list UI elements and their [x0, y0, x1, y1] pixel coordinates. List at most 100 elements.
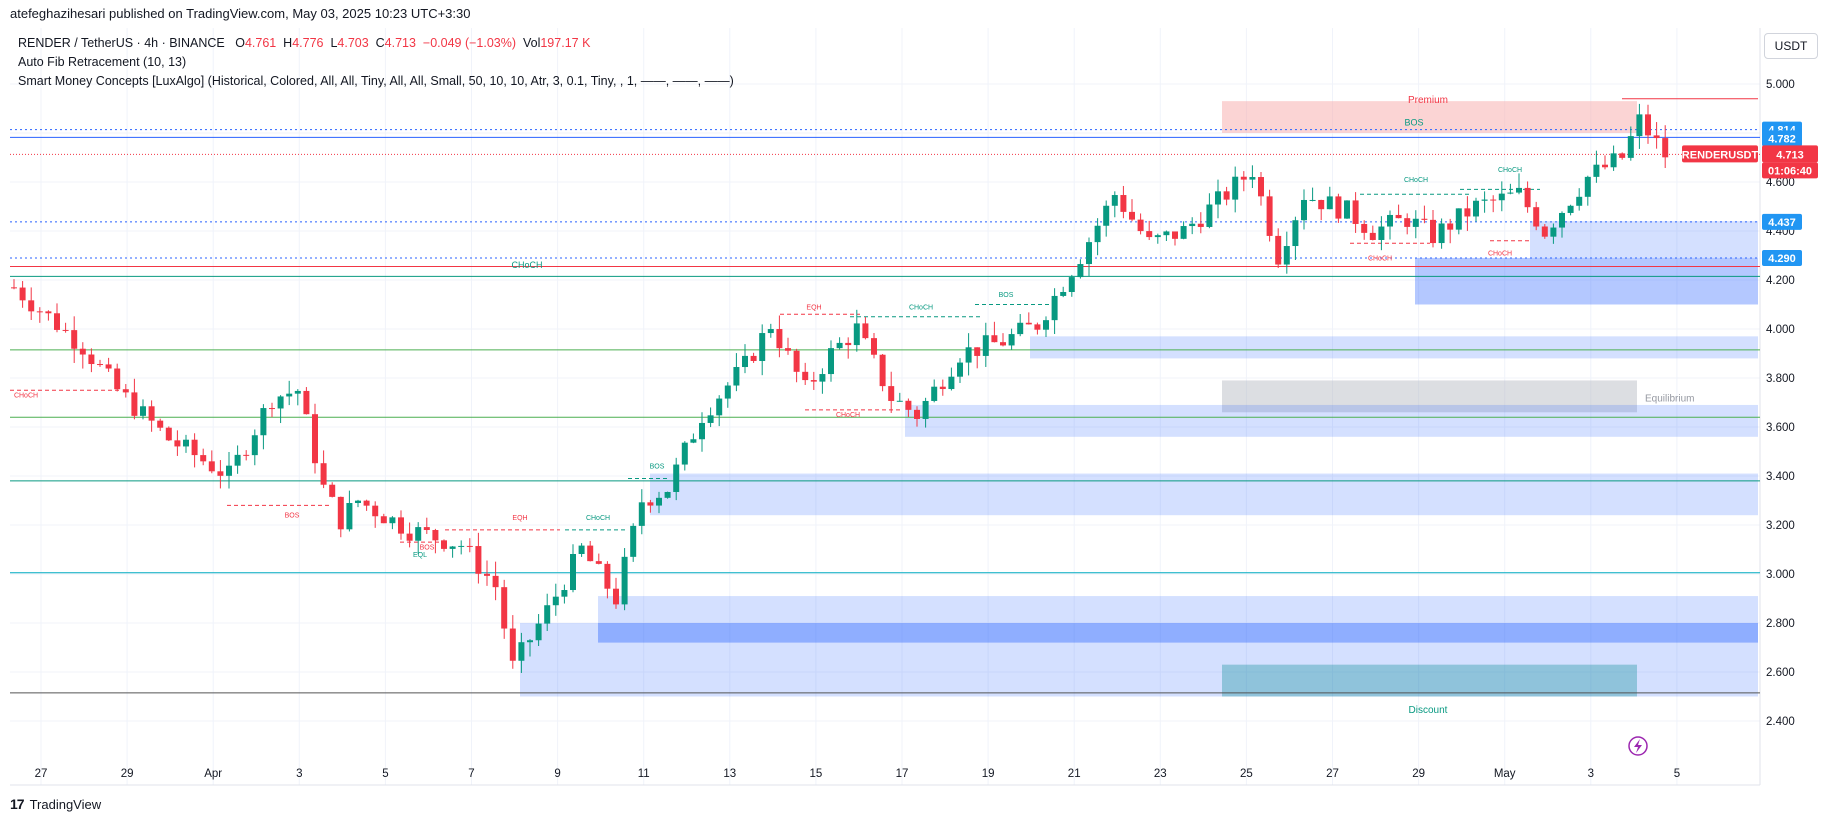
structure-label: BOS — [650, 464, 665, 471]
candle — [1619, 152, 1626, 160]
structure-label: CHoCH — [586, 515, 610, 522]
candle-body — [509, 628, 516, 661]
candle — [750, 352, 757, 363]
candle — [1430, 209, 1436, 248]
candle-body — [337, 496, 344, 530]
candle-body — [690, 439, 697, 443]
candle-body — [1550, 227, 1557, 237]
candle — [1172, 231, 1178, 246]
candle — [71, 316, 78, 363]
candle — [1490, 195, 1497, 213]
candle — [45, 310, 52, 321]
candle-body — [578, 545, 585, 554]
indicator-fib[interactable]: Auto Fib Retracement (10, 13) — [18, 55, 187, 69]
candle — [398, 510, 404, 540]
candle — [1094, 218, 1101, 256]
candle — [492, 561, 499, 601]
candle — [217, 460, 224, 489]
candle — [1008, 328, 1015, 350]
candle-body — [1455, 208, 1462, 230]
candle — [62, 322, 69, 333]
price-tick-label: 3.400 — [1766, 471, 1795, 483]
time-tick-label: 29 — [1412, 768, 1425, 780]
candle-body — [1309, 199, 1316, 201]
time-tick-label: 3 — [296, 768, 302, 780]
candle — [1438, 218, 1445, 249]
lightning-icon[interactable] — [1628, 736, 1648, 756]
candle-body — [1043, 320, 1049, 330]
candle — [664, 491, 671, 499]
candle-body — [1326, 196, 1333, 210]
structure-label: CHoCH — [836, 412, 860, 419]
candle-body — [905, 400, 912, 410]
candle-body — [1412, 218, 1419, 227]
candle — [36, 307, 43, 323]
structure-label: CHoCH — [511, 260, 542, 270]
candle-body — [570, 553, 576, 591]
candle-body — [1258, 177, 1264, 197]
candle — [1344, 200, 1350, 219]
candle — [1516, 173, 1522, 195]
candle-body — [1584, 176, 1591, 197]
candle-body — [828, 348, 834, 375]
candle-body — [819, 374, 826, 382]
ohlc-high: 4.776 — [292, 36, 324, 50]
candle-body — [277, 396, 284, 409]
candle — [329, 482, 336, 498]
candle-body — [982, 335, 989, 356]
currency-button[interactable]: USDT — [1764, 33, 1818, 59]
candle — [638, 489, 645, 535]
candle-body — [922, 400, 929, 419]
price-tick-label: 3.600 — [1766, 422, 1795, 434]
candle-body — [1473, 200, 1479, 217]
premium-zone — [1222, 101, 1637, 133]
candle — [458, 540, 465, 555]
candle — [810, 371, 817, 390]
candle — [845, 337, 852, 359]
candle-body — [1068, 277, 1075, 292]
ohlc-open: 4.761 — [244, 36, 277, 50]
candle-body — [1129, 211, 1135, 220]
candle — [97, 359, 103, 367]
candle-body — [501, 587, 508, 629]
candle-body — [1490, 199, 1497, 201]
order-block-3 — [1030, 336, 1758, 359]
candle-body — [879, 354, 886, 387]
candle-body — [604, 563, 611, 589]
candle — [552, 583, 559, 616]
candle — [604, 561, 611, 599]
order-block-2 — [1415, 257, 1758, 305]
candle — [234, 445, 241, 474]
candle — [1524, 181, 1531, 213]
candle — [1593, 150, 1600, 183]
candle-body — [45, 311, 52, 314]
candle-body — [621, 556, 628, 605]
candle-body — [1662, 138, 1669, 158]
equilibrium-label: Equilibrium — [1645, 394, 1694, 405]
candle — [707, 407, 714, 428]
candle-body — [1498, 193, 1505, 201]
candle-body — [1507, 192, 1514, 194]
time-tick-label: 27 — [1326, 768, 1339, 780]
candle — [1507, 183, 1514, 195]
candle — [914, 406, 920, 427]
candle-body — [1576, 196, 1583, 206]
indicator-smc[interactable]: Smart Money Concepts [LuxAlgo] (Historic… — [18, 74, 734, 88]
candle — [423, 517, 430, 534]
symbol-title[interactable]: RENDER / TetherUS · 4h · BINANCE — [18, 36, 225, 50]
structure-label: EQH — [512, 515, 527, 522]
price-tick-label: 2.400 — [1766, 716, 1795, 728]
candle-body — [991, 335, 998, 343]
candle — [1455, 208, 1462, 235]
candle — [1301, 189, 1307, 230]
candle — [346, 490, 353, 532]
candle-body — [88, 354, 95, 365]
candle-body — [1266, 196, 1273, 236]
candle-body — [1215, 191, 1221, 205]
candle-body — [733, 367, 740, 386]
candle-body — [759, 333, 766, 361]
tradingview-logo[interactable]: 17 TradingView — [10, 796, 101, 812]
time-tick-label: 7 — [468, 768, 474, 780]
candle-body — [1292, 220, 1299, 247]
